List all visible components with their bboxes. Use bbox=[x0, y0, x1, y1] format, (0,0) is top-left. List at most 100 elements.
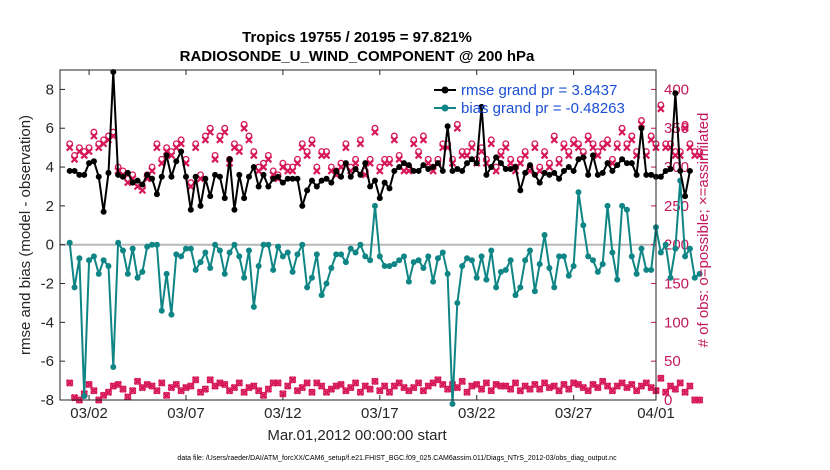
assimilated_low-point bbox=[521, 382, 529, 390]
assimilated-point bbox=[211, 155, 219, 164]
assimilated_low-point bbox=[356, 388, 365, 397]
bias-point bbox=[614, 276, 621, 283]
assimilated_low-point bbox=[293, 386, 302, 395]
data-file-footer: data file: /Users/raeder/DAI/ATM_forcXX/… bbox=[177, 455, 617, 462]
bias-point bbox=[415, 257, 422, 264]
rmse-point bbox=[76, 171, 83, 178]
assimilated-point bbox=[657, 105, 665, 113]
possible_low-point bbox=[531, 381, 539, 388]
assimilated-point bbox=[414, 151, 423, 160]
rmse-point bbox=[512, 164, 519, 171]
assimilated-point bbox=[65, 143, 74, 152]
y-tick-label: -4 bbox=[41, 314, 54, 331]
bias-point bbox=[367, 257, 374, 264]
bias-point bbox=[493, 284, 500, 291]
assimilated_low-point bbox=[424, 382, 433, 390]
bias-point bbox=[371, 202, 378, 209]
rmse-point bbox=[275, 173, 282, 180]
possible_low-point bbox=[608, 387, 616, 395]
assimilated_low-point bbox=[458, 377, 466, 386]
rmse-point bbox=[182, 173, 189, 180]
possible_low-point bbox=[478, 385, 486, 393]
y-right-tick-label: 0 bbox=[664, 392, 672, 409]
rmse-point bbox=[212, 171, 219, 178]
possible_low-point bbox=[696, 396, 704, 404]
assimilated_low-point bbox=[128, 386, 137, 395]
assimilated_low-point bbox=[579, 383, 588, 392]
rmse-point bbox=[667, 166, 674, 172]
assimilated_low-point bbox=[90, 386, 98, 395]
bias-point bbox=[531, 288, 538, 295]
y-right-tick-label: 50 bbox=[664, 353, 681, 370]
rmse-point bbox=[570, 167, 577, 174]
rmse-point bbox=[86, 160, 93, 167]
assimilated_low-point bbox=[216, 379, 224, 387]
rmse-point bbox=[434, 160, 441, 167]
bias-point bbox=[236, 253, 243, 260]
assimilated-point bbox=[453, 124, 462, 133]
rmse-point bbox=[149, 175, 156, 182]
assimilated_low-point bbox=[695, 396, 704, 404]
assimilated-point bbox=[240, 124, 248, 133]
assimilated_low-point bbox=[264, 385, 273, 393]
x-tick-label: 03/17 bbox=[361, 405, 399, 422]
bias-point bbox=[318, 292, 325, 299]
bias-point bbox=[197, 259, 204, 266]
bias-point bbox=[396, 257, 403, 264]
assimilated_low-point bbox=[317, 382, 326, 390]
assimilated-point bbox=[395, 155, 403, 164]
rmse-point bbox=[168, 173, 175, 180]
assimilated_low-point bbox=[477, 385, 486, 393]
rmse-point bbox=[575, 156, 582, 163]
rmse-point bbox=[71, 167, 78, 174]
bias-point bbox=[279, 253, 286, 260]
bias-point bbox=[464, 255, 471, 262]
bias-point bbox=[192, 266, 199, 273]
legend-bias-marker bbox=[441, 104, 449, 112]
bias-point bbox=[556, 253, 563, 260]
assimilated_low-point bbox=[124, 393, 132, 401]
assimilated_low-point bbox=[453, 383, 462, 392]
rmse-point bbox=[439, 167, 446, 174]
assimilated-point bbox=[235, 147, 244, 156]
bias-point bbox=[619, 202, 626, 209]
assimilated-point bbox=[177, 139, 185, 148]
assimilated_low-point bbox=[196, 388, 205, 397]
rmse-point bbox=[502, 166, 509, 172]
possible_low-point bbox=[599, 377, 607, 385]
bias-point bbox=[260, 241, 267, 248]
bias-point bbox=[430, 278, 437, 285]
possible_low-point bbox=[303, 379, 311, 387]
bias-point bbox=[153, 241, 160, 248]
assimilated-point bbox=[589, 143, 597, 152]
possible_low-point bbox=[604, 382, 611, 390]
rmse-point bbox=[367, 183, 374, 190]
bias-point bbox=[241, 274, 248, 281]
rmse-point bbox=[81, 171, 88, 178]
assimilated_low-point bbox=[104, 388, 113, 397]
rmse-point bbox=[468, 156, 475, 163]
possible_low-point bbox=[284, 382, 292, 390]
assimilated_low-point bbox=[482, 379, 491, 387]
bias-point bbox=[638, 245, 645, 252]
possible_low-point bbox=[482, 379, 490, 387]
possible_low-point bbox=[129, 387, 137, 395]
bias-point bbox=[178, 253, 185, 260]
rmse-point bbox=[216, 173, 223, 180]
bias-point bbox=[483, 276, 490, 283]
rmse-point bbox=[527, 162, 534, 169]
bias-point bbox=[444, 270, 451, 277]
bias-point bbox=[86, 257, 93, 264]
assimilated_low-point bbox=[429, 379, 437, 387]
assimilated_low-point bbox=[187, 382, 195, 390]
rmse-point bbox=[623, 160, 630, 167]
bias-point bbox=[662, 241, 669, 248]
assimilated-point bbox=[516, 159, 525, 167]
rmse-point bbox=[546, 171, 553, 178]
chart-subtitle: RADIOSONDE_U_WIND_COMPONENT @ 200 hPa bbox=[180, 48, 535, 65]
possible_low-point bbox=[381, 382, 389, 390]
assimilated-point bbox=[138, 186, 147, 195]
possible_low-point bbox=[371, 377, 379, 385]
rmse-point bbox=[599, 169, 606, 176]
